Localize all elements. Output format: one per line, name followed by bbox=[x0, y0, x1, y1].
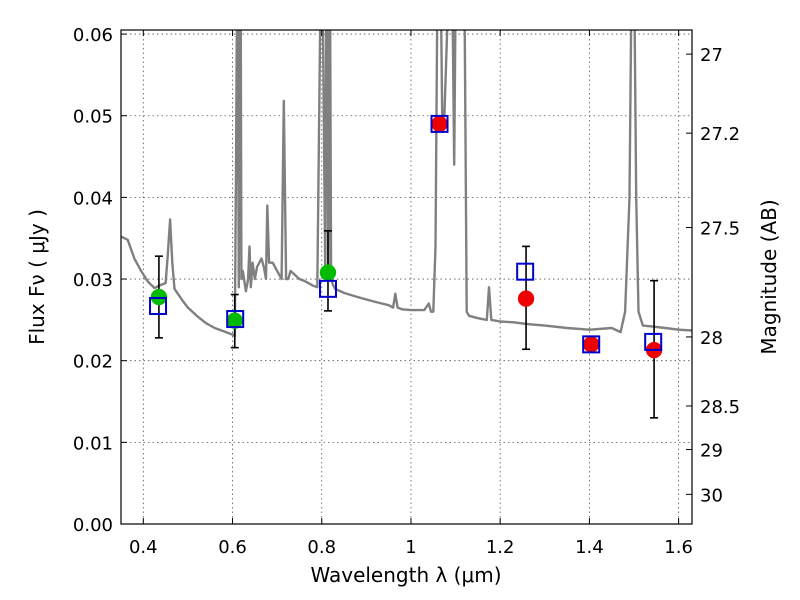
photometry-point bbox=[319, 264, 337, 281]
y2-tick-label: 28 bbox=[700, 328, 723, 349]
y2-tick-label: 29 bbox=[700, 441, 723, 462]
x-tick-label: 1.2 bbox=[486, 537, 515, 558]
y-tick-label: 0.00 bbox=[73, 515, 113, 536]
y-axis-label: Flux Fν ( μJy ) bbox=[25, 209, 49, 345]
x-tick-label: 0.8 bbox=[307, 537, 336, 558]
y2-tick-label: 27 bbox=[700, 45, 723, 66]
model-flux-square bbox=[582, 335, 601, 354]
grid-lines bbox=[121, 30, 692, 525]
model-flux-square bbox=[149, 296, 168, 315]
x-tick-label: 1 bbox=[405, 537, 416, 558]
model-flux-square bbox=[430, 114, 449, 133]
plot-frame bbox=[120, 29, 693, 525]
x-tick-label: 0.4 bbox=[129, 537, 158, 558]
y-tick-label: 0.02 bbox=[73, 352, 113, 373]
y-tick-label: 0.06 bbox=[73, 25, 113, 46]
y-tick-label: 0.04 bbox=[73, 188, 113, 209]
axis-ticks: 0.4 0.6 0.8 1 1.2 1.4 1.6 0.00 0.01 0.02 0.03 0.04 0… bbox=[73, 25, 740, 558]
model-spectrum-line bbox=[121, 30, 692, 338]
x-tick-label: 1.6 bbox=[664, 537, 693, 558]
y2-tick-label: 27.2 bbox=[700, 124, 740, 145]
x-tick-label: 1.4 bbox=[575, 537, 604, 558]
y2-tick-label: 30 bbox=[700, 485, 723, 506]
x-axis-label: Wavelength λ (μm) bbox=[310, 563, 501, 587]
model-flux-square bbox=[644, 332, 663, 351]
plot-area bbox=[121, 30, 692, 419]
photometry-point bbox=[517, 290, 535, 307]
y-tick-label: 0.03 bbox=[73, 270, 113, 291]
model-flux-square bbox=[318, 279, 337, 298]
y2-tick-label: 27.5 bbox=[700, 219, 740, 240]
photometry-point bbox=[431, 115, 448, 133]
y2-tick-label: 28.5 bbox=[700, 397, 740, 418]
photometry-point bbox=[582, 336, 600, 353]
y2-axis-label: Magnitude (AB) bbox=[757, 199, 781, 354]
model-flux-square bbox=[516, 262, 535, 281]
y-tick-label: 0.01 bbox=[73, 433, 113, 454]
y-tick-label: 0.05 bbox=[73, 107, 113, 128]
x-tick-label: 0.6 bbox=[218, 537, 247, 558]
model-flux-square bbox=[226, 310, 245, 329]
